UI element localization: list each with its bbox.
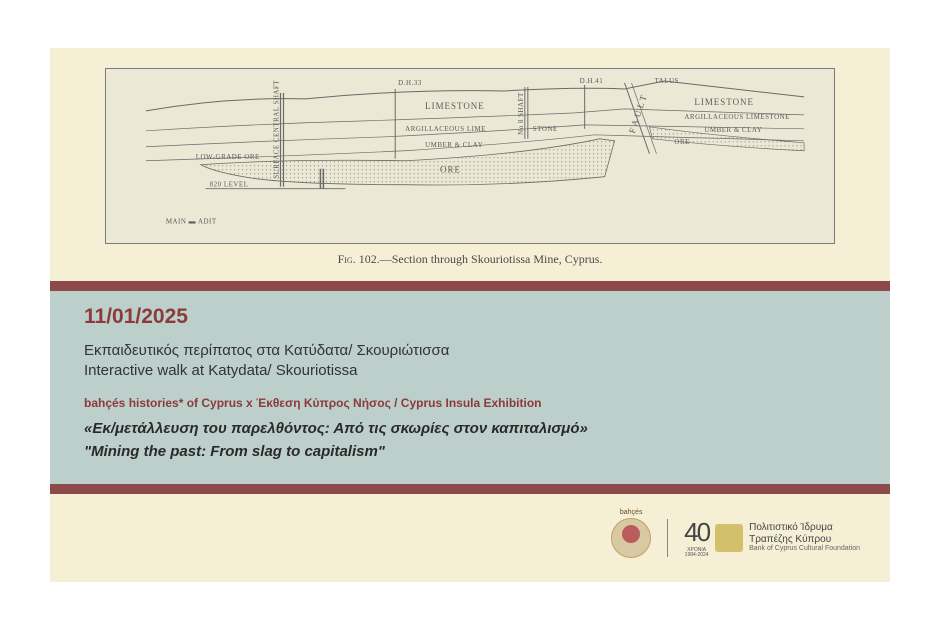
label-low-grade: LOW-GRADE ORE — [196, 153, 260, 161]
divider-top — [50, 281, 890, 291]
geological-cross-section: D.H.33 D.H.41 TALUS LIMESTONE LIMESTONE … — [105, 68, 835, 244]
event-date: 11/01/2025 — [84, 305, 856, 329]
logo-divider — [667, 519, 668, 557]
bahces-logo-text: bahçés — [620, 509, 643, 516]
figure-caption: Fig. 102.—Section through Skouriotissa M… — [105, 244, 835, 271]
label-central-shaft: SURFACE CENTRAL SHAFT — [273, 80, 281, 179]
footer-logos: bahçés 40 ΧΡΟΝΙΑ 1984-2024 Πολιτιστικό Ί… — [50, 494, 890, 583]
quote-greek: «Εκ/μετάλλευση του παρελθόντος: Από τις … — [84, 420, 856, 437]
label-talus: TALUS — [654, 77, 678, 85]
label-main-adit: MAIN ▬ ADIT — [166, 218, 217, 226]
divider-bottom — [50, 484, 890, 494]
title-english: Interactive walk at Katydata/ Skouriotis… — [84, 361, 856, 381]
bottom-whitespace — [0, 582, 940, 630]
label-dh41: D.H.41 — [580, 77, 604, 85]
caption-text: Section through Skouriotissa Mine, Cypru… — [392, 252, 603, 266]
label-arg-l: ARGILLACEOUS LIME — [405, 125, 486, 133]
label-arg-limestone-r: ARGILLACEOUS LIMESTONE — [684, 113, 789, 121]
label-umber-r: UMBER & CLAY — [704, 126, 762, 134]
label-ore: ORE — [440, 165, 461, 175]
diagram-section: D.H.33 D.H.41 TALUS LIMESTONE LIMESTONE … — [50, 48, 890, 281]
bank-gr-1: Πολιτιστικό Ίδρυμα — [749, 522, 860, 534]
foundation-emblem — [715, 524, 743, 552]
label-umber-l: UMBER & CLAY — [425, 141, 483, 149]
label-ore-r: ORE — [674, 138, 689, 146]
label-no8-shaft: No 8 SHAFT — [517, 92, 525, 135]
bank-en: Bank of Cyprus Cultural Foundation — [749, 545, 860, 553]
bank-gr-2: Τραπέζης Κύπρου — [749, 534, 860, 546]
foundation-name: Πολιτιστικό Ίδρυμα Τραπέζης Κύπρου Bank … — [749, 522, 860, 553]
label-limestone-r: LIMESTONE — [694, 97, 754, 107]
title-greek: Εκπαιδευτικός περίπατος στα Κατύδατα/ Σκ… — [84, 341, 856, 361]
event-flyer: D.H.33 D.H.41 TALUS LIMESTONE LIMESTONE … — [0, 0, 940, 630]
caption-prefix: Fig. 102.— — [338, 252, 392, 266]
forty-number: 40 — [684, 517, 709, 548]
info-panel: 11/01/2025 Εκπαιδευτικός περίπατος στα Κ… — [50, 291, 890, 484]
label-limestone-l: LIMESTONE — [425, 101, 485, 111]
content-column: D.H.33 D.H.41 TALUS LIMESTONE LIMESTONE … — [50, 48, 890, 582]
cross-section-svg: D.H.33 D.H.41 TALUS LIMESTONE LIMESTONE … — [106, 69, 834, 245]
anniversary-logo: 40 ΧΡΟΝΙΑ 1984-2024 Πολιτιστικό Ίδρυμα Τ… — [684, 517, 860, 559]
label-fault: FAULT — [627, 91, 650, 134]
label-dh33: D.H.33 — [398, 79, 422, 87]
top-whitespace — [0, 0, 940, 48]
forty-sub-2: 1984-2024 — [685, 553, 709, 559]
label-arg-r: STONE — [533, 125, 558, 133]
left-whitespace — [0, 48, 50, 582]
content-row: D.H.33 D.H.41 TALUS LIMESTONE LIMESTONE … — [0, 48, 940, 582]
bahces-logo: bahçés — [611, 518, 651, 558]
quote-english: "Mining the past: From slag to capitalis… — [84, 443, 856, 460]
collaboration-line: bahçés histories* of Cyprus x Έκθεση Κύπ… — [84, 396, 856, 410]
label-820: 820 LEVEL — [210, 181, 249, 189]
right-whitespace — [890, 48, 940, 582]
